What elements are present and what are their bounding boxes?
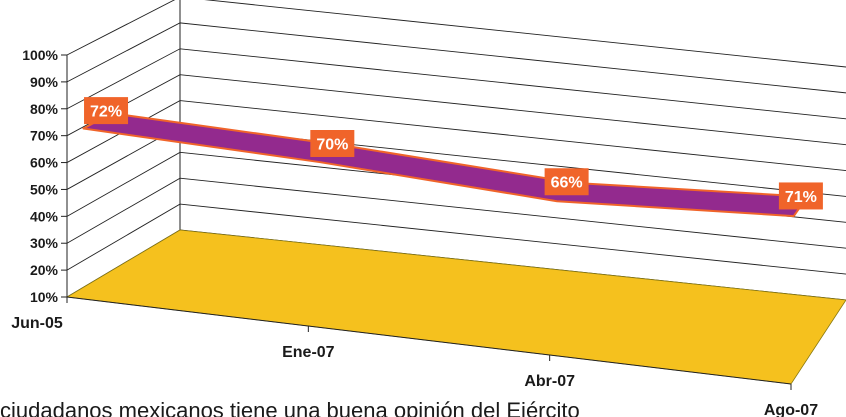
chart-walls — [66, 0, 181, 297]
data-label: 70% — [316, 137, 348, 154]
gridline — [66, 177, 846, 249]
data-label: 72% — [90, 104, 122, 121]
y-tick-label: 60% — [30, 155, 59, 171]
data-label-box — [778, 182, 823, 210]
y-tick-label: 30% — [30, 235, 59, 251]
chart-floor — [65, 229, 846, 385]
y-axis-ticks: 10% 20% 30% 40% 50% 60% 70% 80% 90% 100% — [22, 47, 67, 305]
x-axis-line — [66, 296, 792, 385]
y-tick-label: 20% — [30, 262, 59, 278]
floor-plane — [65, 229, 846, 385]
x-tick-label: Ago-07 — [764, 402, 818, 417]
data-label: 71% — [785, 189, 817, 206]
data-label-box — [84, 97, 129, 125]
y-tick-label: 90% — [30, 74, 59, 90]
y-tick-label: 50% — [30, 181, 59, 197]
data-label-box — [544, 168, 589, 196]
data-label: 66% — [551, 175, 583, 192]
gridline — [66, 203, 846, 275]
y-tick-label: 10% — [30, 289, 59, 305]
y-tick-label: 80% — [30, 101, 59, 117]
x-tick-label: Jun-05 — [11, 315, 63, 332]
x-tick-label: Ene-07 — [282, 344, 335, 361]
y-tick-label: 70% — [30, 128, 59, 144]
gridline — [66, 0, 846, 68]
data-labels: 72% 70% 66% 71% — [84, 97, 823, 210]
y-tick-label: 40% — [30, 208, 59, 224]
gridline — [66, 22, 846, 94]
caption-text: ciudadanos mexicanos tiene una buena opi… — [0, 398, 580, 417]
gridline — [66, 100, 846, 172]
x-axis-ticks: Jun-05 Ene-07 Abr-07 Ago-07 — [11, 297, 818, 417]
x-tick-label: Abr-07 — [524, 373, 575, 390]
gridline — [66, 48, 846, 120]
y-tick-label: 100% — [22, 47, 58, 63]
data-label-box — [310, 130, 355, 158]
